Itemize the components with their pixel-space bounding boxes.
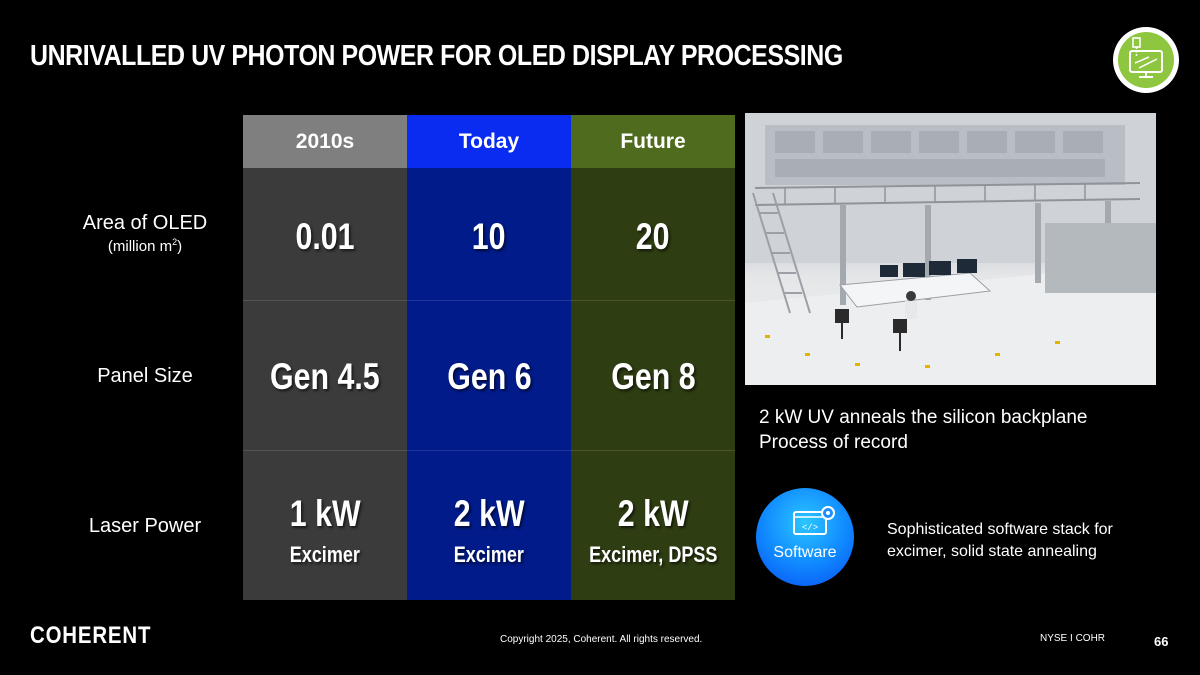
software-label: Software xyxy=(773,544,837,561)
value-panel-size: Gen 6 xyxy=(446,356,532,397)
photo-caption: 2 kW UV anneals the silicon backplane Pr… xyxy=(759,407,1088,453)
column-today: Today 10 Gen 6 2 kW Excimer xyxy=(407,115,571,600)
value-panel-size: Gen 8 xyxy=(610,356,696,397)
value-laser-type: Excimer, DPSS xyxy=(588,542,718,567)
value-laser-power: 2 kW xyxy=(453,493,525,534)
copyright-text: Copyright 2025, Coherent. All rights res… xyxy=(500,634,703,645)
factory-illustration xyxy=(745,113,1156,385)
column-2010s: 2010s 0.01 Gen 4.5 1 kW Excimer xyxy=(243,115,407,600)
svg-text:</>: </> xyxy=(802,523,818,533)
value-laser-power: 1 kW xyxy=(289,493,361,534)
software-badge: </> Software xyxy=(756,488,854,586)
value-laser-type: Excimer xyxy=(289,542,361,567)
value-laser-power: 2 kW xyxy=(617,493,689,534)
row-label-panel-size: Panel Size xyxy=(97,365,193,387)
slide-title: UNRIVALLED UV PHOTON POWER FOR OLED DISP… xyxy=(30,40,843,72)
annealing-system-photo xyxy=(745,113,1156,385)
value-laser-type: Excimer xyxy=(453,542,525,567)
stock-ticker: NYSE I COHR xyxy=(1040,633,1106,644)
row-label-laser-power: Laser Power xyxy=(88,515,202,537)
column-header: Today xyxy=(407,115,571,168)
value-area: 20 xyxy=(636,216,670,257)
page-number: 66 xyxy=(1154,634,1169,649)
company-logo: COHERENT xyxy=(30,622,152,649)
row-sublabel-area: (million m2) xyxy=(107,237,183,255)
header-badge xyxy=(1113,27,1179,93)
value-area: 10 xyxy=(472,216,506,257)
column-header: 2010s xyxy=(243,115,407,168)
column-future: Future 20 Gen 8 2 kW Excimer, DPSS xyxy=(571,115,735,600)
column-header: Future xyxy=(571,115,735,168)
monitor-laser-icon xyxy=(1129,37,1163,78)
value-area: 0.01 xyxy=(295,216,355,257)
code-window-gear-icon: </> xyxy=(793,506,835,535)
software-description: Sophisticated software stack for excimer… xyxy=(887,521,1113,560)
row-label-area: Area of OLED (million m2) xyxy=(60,212,230,255)
value-panel-size: Gen 4.5 xyxy=(270,356,380,397)
